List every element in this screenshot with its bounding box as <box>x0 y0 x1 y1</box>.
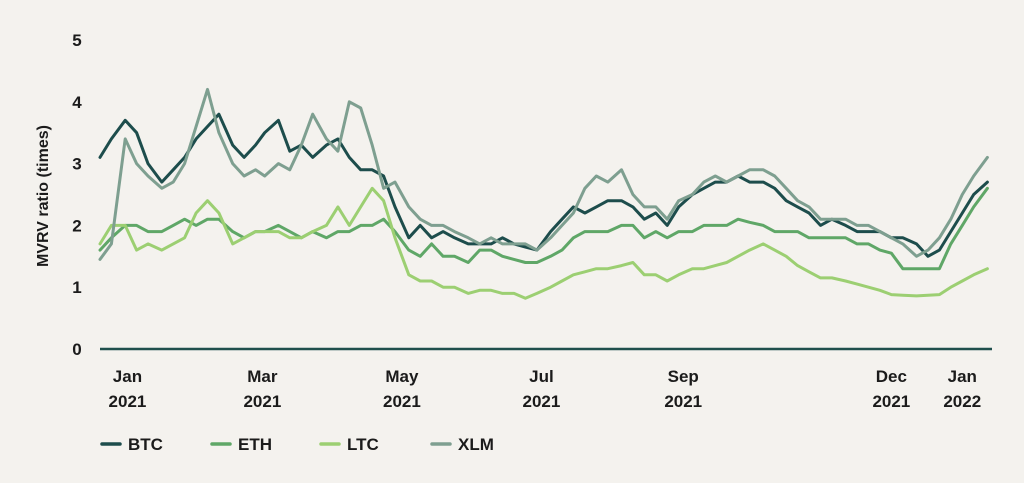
series-lines <box>98 87 989 300</box>
y-tick-label: 1 <box>72 278 81 297</box>
y-tick-label: 5 <box>72 31 81 50</box>
x-tick-year: 2021 <box>383 392 421 411</box>
y-tick-label: 2 <box>72 216 81 235</box>
y-tick-label: 0 <box>72 340 81 359</box>
x-tick-month: Jul <box>529 367 554 386</box>
legend-item-ltc: LTC <box>319 435 379 454</box>
x-axis-ticks: Jan 2021 Mar 2021 May 2021 Jul 2021 Sep 2021 Dec 20… <box>109 367 982 411</box>
x-tick-month: Jan <box>113 367 142 386</box>
legend-item-xlm: XLM <box>430 435 494 454</box>
y-axis-label: MVRV ratio (times) <box>35 125 52 267</box>
x-tick-month: May <box>385 367 419 386</box>
x-tick-year: 2022 <box>943 392 981 411</box>
legend-label: LTC <box>347 435 379 454</box>
legend-label: XLM <box>458 435 494 454</box>
series-line-xlm <box>98 87 989 261</box>
x-tick-month: Sep <box>668 367 699 386</box>
legend-label: BTC <box>128 435 163 454</box>
legend-label: ETH <box>238 435 272 454</box>
x-tick-year: 2021 <box>523 392 561 411</box>
series-line-btc <box>98 112 989 258</box>
x-tick-year: 2021 <box>243 392 281 411</box>
y-axis-title: MVRV ratio (times) <box>35 125 52 267</box>
x-tick-year: 2021 <box>109 392 147 411</box>
legend-item-btc: BTC <box>100 435 163 454</box>
series-line-ltc <box>98 186 989 300</box>
x-tick-month: Dec <box>876 367 907 386</box>
legend-item-eth: ETH <box>210 435 272 454</box>
legend: BTC ETH LTC XLM <box>100 435 494 454</box>
y-tick-label: 4 <box>72 93 82 112</box>
x-tick-month: Jan <box>948 367 977 386</box>
x-tick-year: 2021 <box>872 392 910 411</box>
x-tick-month: Mar <box>247 367 278 386</box>
y-tick-label: 3 <box>72 155 81 174</box>
y-axis-ticks: 0 1 2 3 4 5 <box>72 31 82 359</box>
x-tick-year: 2021 <box>664 392 702 411</box>
